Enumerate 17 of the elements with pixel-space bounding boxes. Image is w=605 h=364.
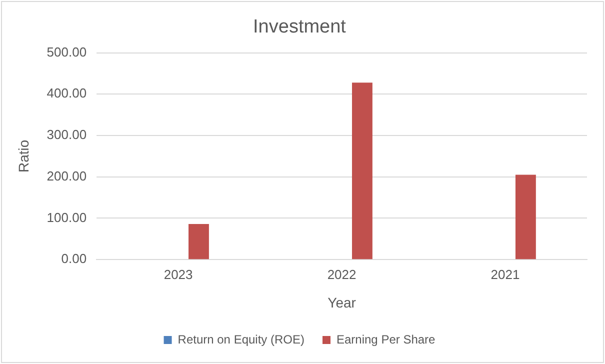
x-tick-label: 2023: [164, 266, 193, 282]
x-tick-label: 2021: [490, 266, 520, 282]
y-tick-label: 0.00: [61, 251, 87, 266]
legend-label: Earning Per Share: [336, 332, 436, 346]
y-axis-title: Ratio: [15, 140, 32, 173]
x-tick-label: 2022: [327, 266, 356, 282]
y-tick-label: 400.00: [46, 86, 87, 101]
bar: [352, 82, 372, 260]
y-tick-label: 500.00: [46, 44, 87, 60]
y-tick-label: 200.00: [46, 168, 87, 184]
chart-title: Investment: [253, 16, 347, 38]
y-tick-label: 300.00: [46, 127, 87, 142]
bar: [515, 174, 536, 260]
bar: [188, 224, 209, 260]
x-axis-title: Year: [328, 294, 356, 310]
legend-label: Return on Equity (ROE): [178, 332, 304, 346]
y-tick-label: 100.00: [46, 210, 87, 225]
